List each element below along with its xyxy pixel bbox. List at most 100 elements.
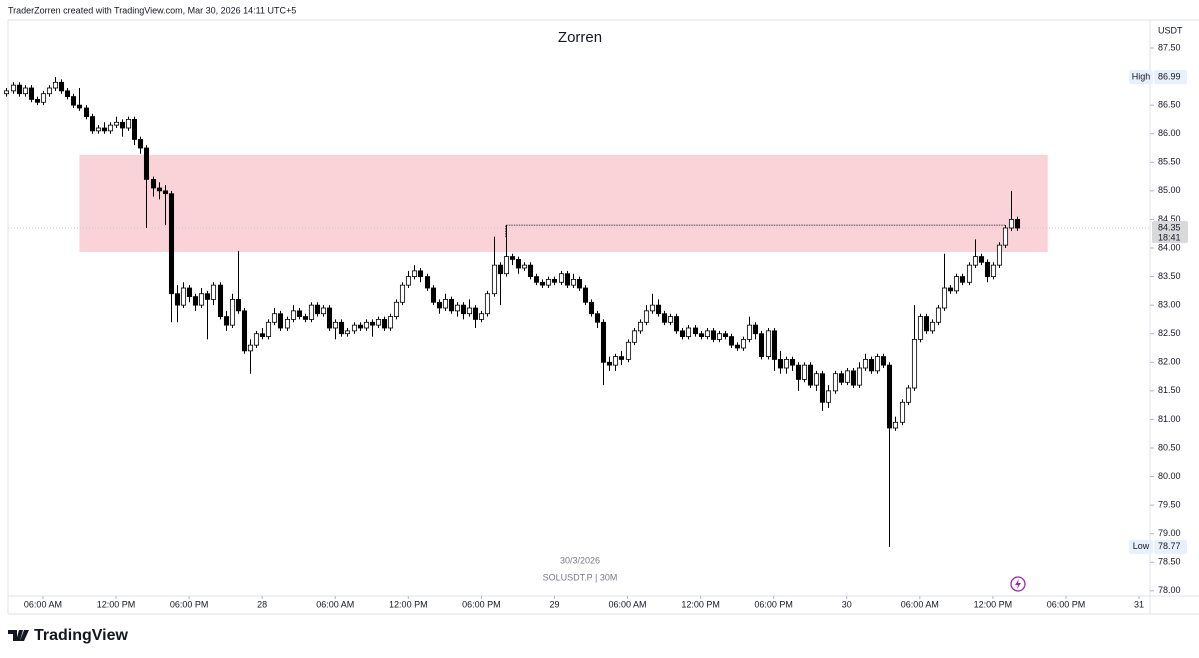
candle-body: [874, 356, 881, 372]
candle-body: [369, 321, 376, 326]
candle-body: [990, 264, 997, 277]
y-tick-label: 81.50: [1158, 385, 1181, 395]
candle-body: [850, 370, 857, 386]
x-tick-label: 12:00 PM: [97, 599, 136, 609]
candle-body: [527, 264, 534, 277]
candle-body: [381, 319, 388, 329]
alert-icon[interactable]: [1010, 576, 1026, 592]
candle-body: [728, 336, 735, 346]
candle-body: [746, 324, 753, 340]
candle-body: [466, 307, 473, 315]
candle-body: [862, 359, 869, 369]
candle-body: [655, 304, 662, 315]
candle-body: [271, 313, 278, 323]
x-tick-label: 12:00 PM: [389, 599, 428, 609]
y-tick-label: 84.50: [1158, 214, 1181, 224]
low-label: Low: [1133, 541, 1150, 551]
date-label: 30/3/2026: [560, 555, 600, 565]
candle-body: [582, 287, 589, 303]
candle-body: [76, 104, 83, 109]
candle-body: [892, 421, 899, 429]
candle-body: [558, 273, 565, 283]
candle-body: [290, 310, 297, 320]
candle-body: [533, 276, 540, 283]
candle-body: [180, 287, 187, 306]
x-tick-label: 06:00 PM: [1047, 599, 1086, 609]
candle-body: [174, 293, 181, 306]
candle-body: [959, 276, 966, 283]
candle-body: [807, 364, 814, 386]
brand-name: TradingView: [34, 627, 129, 644]
candle-body: [277, 313, 284, 329]
candle-body: [150, 179, 157, 189]
candle-body: [411, 270, 418, 277]
candle-body: [783, 359, 790, 369]
candle-body: [119, 121, 126, 129]
candle-body: [594, 313, 601, 323]
candle-body: [673, 316, 680, 332]
candle-body: [685, 327, 692, 337]
y-tick-label: 80.00: [1158, 471, 1181, 481]
candle-body: [375, 319, 382, 326]
y-tick-label: 78.00: [1158, 585, 1181, 595]
candle-body: [911, 339, 918, 389]
candle-body: [101, 127, 108, 132]
candle-body: [210, 284, 217, 300]
candle-body: [978, 256, 985, 263]
candle-body: [162, 190, 169, 195]
y-tick-label: 85.00: [1158, 185, 1181, 195]
candle-body: [838, 373, 845, 383]
candle-body: [886, 364, 893, 429]
candle-body: [89, 116, 96, 132]
candle-body: [320, 307, 327, 315]
candle-body: [143, 147, 150, 180]
y-tick-label: 79.00: [1158, 528, 1181, 538]
candle-body: [710, 330, 717, 340]
candle-body: [692, 327, 699, 335]
candle-body: [22, 87, 29, 95]
x-tick-label: 29: [549, 599, 559, 609]
candle-body: [204, 293, 211, 300]
candle-body: [953, 276, 960, 292]
y-tick-label: 81.00: [1158, 414, 1181, 424]
candle-body: [405, 276, 412, 286]
y-tick-label: 82.00: [1158, 357, 1181, 367]
candle-body: [454, 304, 461, 312]
candle-body: [825, 390, 832, 403]
candle-body: [899, 401, 906, 423]
y-tick-label: 79.50: [1158, 500, 1181, 510]
y-tick-label: 87.50: [1158, 42, 1181, 52]
candle-body: [740, 339, 747, 349]
candle-body: [819, 373, 826, 403]
candle-body: [698, 333, 705, 337]
price-tag: [1152, 221, 1188, 243]
candle-body: [722, 333, 729, 337]
candle-body: [34, 99, 41, 103]
candle-body: [223, 316, 230, 326]
candle-body: [789, 359, 796, 366]
candle-body: [253, 333, 260, 346]
low-pill: [1129, 539, 1153, 554]
candle-body: [424, 276, 431, 289]
supply-zone: [79, 154, 1048, 252]
candle-body: [3, 90, 10, 95]
candle-body: [941, 287, 948, 309]
candle-body: [570, 279, 577, 286]
candle-body: [125, 119, 132, 129]
candle-body: [308, 304, 315, 320]
candle-body: [131, 119, 138, 140]
x-tick-label: 06:00 AM: [24, 599, 62, 609]
candle-body: [1002, 227, 1009, 246]
candle-body: [564, 273, 571, 286]
candle-body: [704, 330, 711, 337]
candle-body: [588, 301, 595, 315]
candle-body: [28, 87, 35, 100]
candle-body: [661, 313, 668, 323]
x-tick-label: 31: [1134, 599, 1144, 609]
candle-body: [338, 321, 345, 335]
candle-body: [64, 90, 71, 97]
currency: USDT: [1158, 25, 1183, 35]
candle-body: [296, 310, 303, 317]
candle-body: [265, 321, 272, 337]
